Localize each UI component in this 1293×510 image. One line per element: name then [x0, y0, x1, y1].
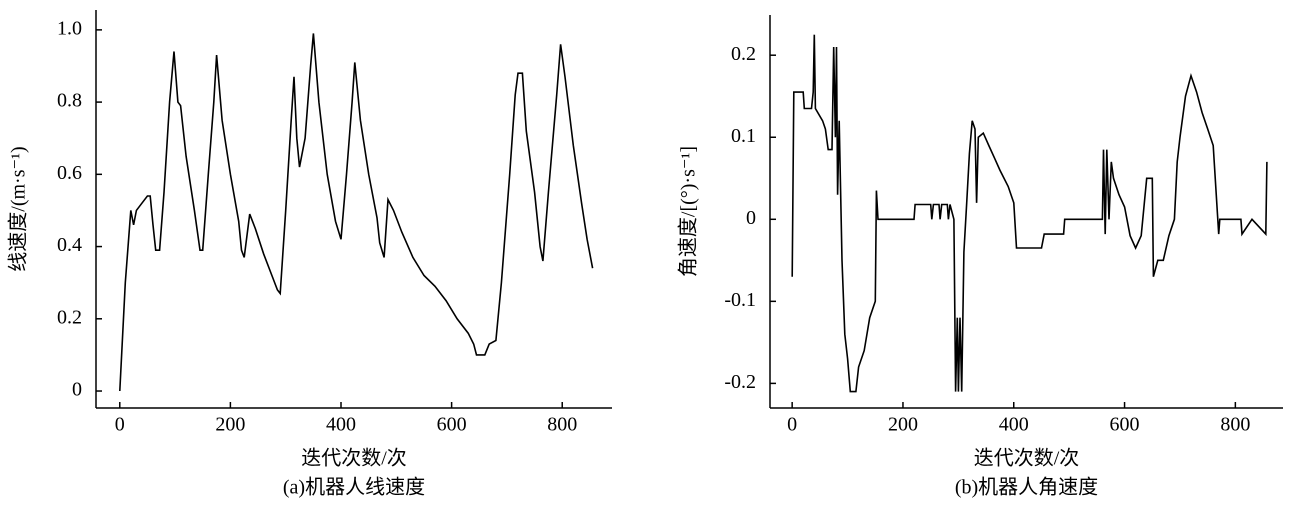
data-line [119, 33, 594, 392]
caption: (a)机器人线速度 [283, 476, 425, 499]
y-tick-label: 0.2 [57, 306, 82, 328]
y-axis-title: 角速度/[(°)·s⁻¹] [677, 146, 700, 277]
x-tick-label: 200 [888, 414, 918, 436]
y-tick-label: 0.8 [57, 90, 82, 112]
y-tick-label: -0.1 [724, 289, 756, 311]
y-tick-label: 0.1 [731, 125, 756, 147]
x-tick-label: 600 [1110, 414, 1140, 436]
y-tick-label: 0 [72, 379, 82, 401]
x-axis-title: 迭代次数/次 [974, 447, 1080, 470]
x-tick-label: 0 [115, 414, 125, 436]
x-tick-label: 800 [1220, 414, 1250, 436]
x-tick-label: 200 [215, 414, 245, 436]
y-tick-label: 0.2 [731, 43, 756, 65]
y-tick-label: -0.2 [724, 371, 756, 393]
data-line [791, 34, 1268, 393]
x-tick-label: 800 [547, 414, 577, 436]
y-tick-label: 0 [746, 207, 756, 229]
x-tick-label: 600 [437, 414, 467, 436]
y-tick-label: 0.4 [57, 234, 82, 256]
x-tick-label: 400 [999, 414, 1029, 436]
x-tick-label: 0 [787, 414, 797, 436]
y-tick-label: 1.0 [57, 17, 82, 39]
x-axis-title: 迭代次数/次 [301, 447, 407, 470]
caption: (b)机器人角速度 [955, 476, 1098, 499]
x-tick-label: 400 [326, 414, 356, 436]
y-tick-label: 0.6 [57, 162, 82, 184]
y-axis-title: 线速度/(m·s⁻¹) [7, 146, 30, 271]
